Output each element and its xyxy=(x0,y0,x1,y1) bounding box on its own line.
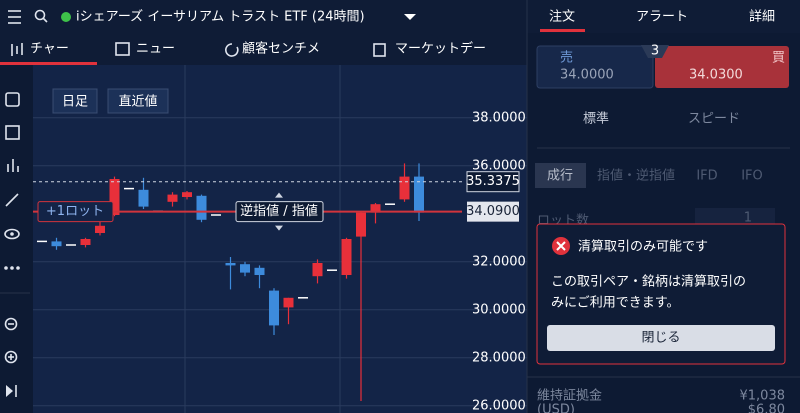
candle-body xyxy=(341,239,352,275)
margin-label: 維持証拠金 xyxy=(537,388,602,404)
menu-icon[interactable] xyxy=(8,10,21,24)
mode-tab[interactable]: スピード xyxy=(688,112,740,127)
chart-bg xyxy=(33,65,527,413)
search-icon[interactable] xyxy=(34,9,48,23)
order-tag xyxy=(235,201,324,223)
top-bar xyxy=(0,0,800,33)
order-tag[interactable] xyxy=(37,201,114,223)
lot-input[interactable] xyxy=(695,208,775,228)
news-icon xyxy=(115,42,130,56)
price-label: 34.0900 xyxy=(466,204,520,219)
sub-tab-underline xyxy=(0,62,97,65)
tab[interactable]: 注文 xyxy=(549,10,575,25)
status-dot xyxy=(61,12,71,22)
order-tag-label: 逆指値 / 指値 xyxy=(240,203,318,219)
chart: 38.0000 36.0000 32.0000 30.0000 28.0000 26.00… xyxy=(33,65,527,413)
candle-body xyxy=(51,241,62,247)
y-tick-label: 38.0000 xyxy=(472,110,526,125)
type-label[interactable]: IFD xyxy=(696,169,717,184)
candle-body xyxy=(254,267,265,275)
candle-body xyxy=(80,239,91,245)
spread: 3 xyxy=(651,44,659,59)
y-tick-label: 28.0000 xyxy=(472,350,526,365)
candle-body xyxy=(196,195,207,220)
modal-title: 清算取引のみ可能です xyxy=(578,240,708,255)
close-button[interactable] xyxy=(547,325,775,351)
candle-body xyxy=(95,225,105,233)
type-label[interactable]: 成行 xyxy=(547,169,573,184)
type-button[interactable] xyxy=(535,163,586,188)
candle-body xyxy=(240,264,250,273)
tab-underline xyxy=(540,29,585,32)
price-label-box xyxy=(467,201,519,222)
sell-label: 売 xyxy=(560,50,573,66)
type-label[interactable]: 指値・逆指値 xyxy=(597,168,675,184)
candle-body xyxy=(269,290,279,326)
buy-box[interactable] xyxy=(655,46,789,88)
candle-body xyxy=(356,212,366,237)
button-label[interactable]: 直近値 xyxy=(118,94,157,110)
type-label[interactable]: IFO xyxy=(741,169,763,184)
y-tick-label: 26.0000 xyxy=(472,398,526,413)
margin-usd: $6.80 xyxy=(748,403,785,413)
candle-body xyxy=(370,204,381,213)
modal-body: みにご利用できます。 xyxy=(551,295,679,311)
tab[interactable]: 詳細 xyxy=(749,9,775,25)
lot-value[interactable]: 1 xyxy=(744,211,752,226)
candle-body xyxy=(109,179,120,215)
tool-icons[interactable] xyxy=(4,92,20,397)
candle-body xyxy=(414,176,424,213)
dropdown-arrow[interactable] xyxy=(404,14,416,20)
sub-tab[interactable]: ニュー xyxy=(136,42,175,57)
candle-body xyxy=(283,297,294,308)
button[interactable] xyxy=(107,88,169,114)
candle-body xyxy=(225,263,236,266)
spread-badge xyxy=(641,45,669,58)
candle-body xyxy=(312,263,323,277)
sub-tab[interactable]: 顧客センチメ xyxy=(242,41,320,57)
error-cross xyxy=(556,241,566,251)
sub-bar xyxy=(0,33,527,65)
button[interactable] xyxy=(52,88,98,114)
market-icon xyxy=(373,43,386,57)
margin-jpy: ¥1,038 xyxy=(740,389,786,404)
buy-label: 買 xyxy=(772,51,785,66)
sell-price: 34.0000 xyxy=(560,68,614,83)
sell-box[interactable] xyxy=(536,45,654,89)
order-tag-label: +1ロット xyxy=(46,204,104,219)
y-tick-label: 32.0000 xyxy=(472,254,526,269)
y-tick-label: 36.0000 xyxy=(472,158,526,173)
price-label: 35.3375 xyxy=(466,174,520,189)
instrument-title[interactable]: iシェアーズ イーサリアム トラスト ETF (24時間) xyxy=(76,9,365,25)
candle-body xyxy=(167,194,178,202)
chart-icon xyxy=(11,43,23,56)
close-button-label[interactable]: 閉じる xyxy=(641,331,680,346)
buy-price: 34.0300 xyxy=(689,68,743,83)
candle-body xyxy=(399,176,410,200)
margin-unit: (USD) xyxy=(537,403,575,413)
sentiment-icon xyxy=(225,43,239,57)
price-label-box xyxy=(466,171,520,193)
y-tick-label: 30.0000 xyxy=(472,302,526,317)
candle-body xyxy=(182,192,192,197)
button-label[interactable]: 日足 xyxy=(62,95,88,110)
candle-body xyxy=(138,189,149,207)
sub-tab[interactable]: マーケットデー xyxy=(395,41,486,57)
tab[interactable]: アラート xyxy=(636,10,688,25)
modal-body: この取引ペア・銘柄は清算取引の xyxy=(551,275,746,290)
sub-tab[interactable]: チャー xyxy=(30,42,69,57)
mode-tab[interactable]: 標準 xyxy=(583,111,609,127)
